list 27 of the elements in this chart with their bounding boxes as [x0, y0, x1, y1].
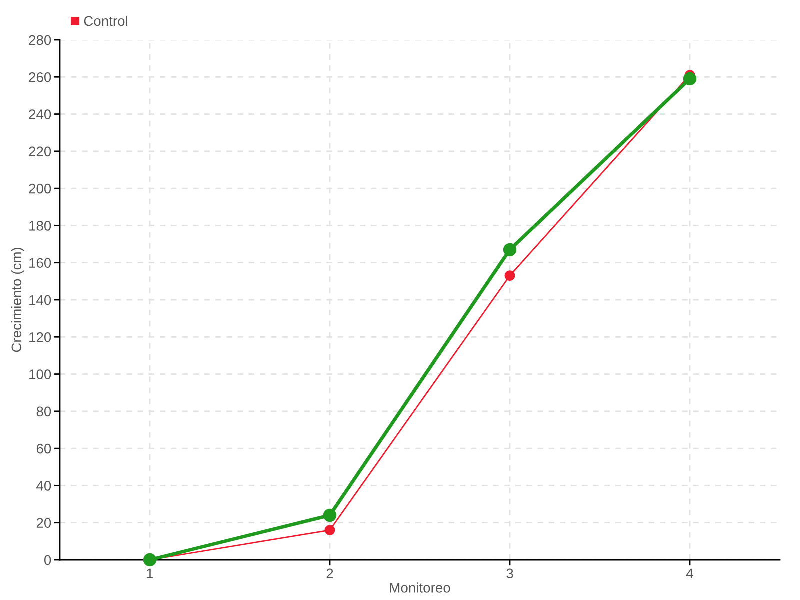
point — [503, 243, 517, 256]
x-axis-title: Monitoreo — [390, 582, 450, 593]
y-tick-label: 100 — [30, 370, 52, 380]
y-tick-label: 180 — [30, 221, 52, 231]
y-tick-label: 140 — [30, 295, 52, 306]
y-tick-label: 220 — [29, 146, 52, 157]
y-tick-label: 260 — [29, 72, 52, 82]
point — [323, 508, 337, 522]
point — [324, 525, 336, 536]
point — [683, 72, 697, 86]
y-tick-label: 240 — [29, 110, 52, 120]
x-tick-label: 4 — [686, 568, 694, 578]
x-tick-label: 2 — [326, 568, 334, 578]
y-axis-title: Crecimiento (cm) — [11, 248, 24, 352]
y-tick-label: 80 — [36, 406, 52, 417]
y-tick-label: 0 — [44, 555, 52, 566]
y-tick-label: 280 — [29, 35, 52, 46]
x-tick-label: 3 — [506, 568, 514, 579]
x-tick-label: 1 — [147, 568, 154, 578]
y-tick-label: 160 — [30, 258, 52, 268]
y-tick-label: 200 — [29, 184, 52, 194]
y-tick-label: 20 — [36, 518, 52, 528]
legend-label: Control — [84, 16, 128, 26]
y-tick-label: 120 — [30, 332, 52, 342]
point — [504, 270, 516, 282]
y-tick-label: 60 — [36, 444, 52, 454]
y-tick-label: 40 — [36, 481, 52, 491]
